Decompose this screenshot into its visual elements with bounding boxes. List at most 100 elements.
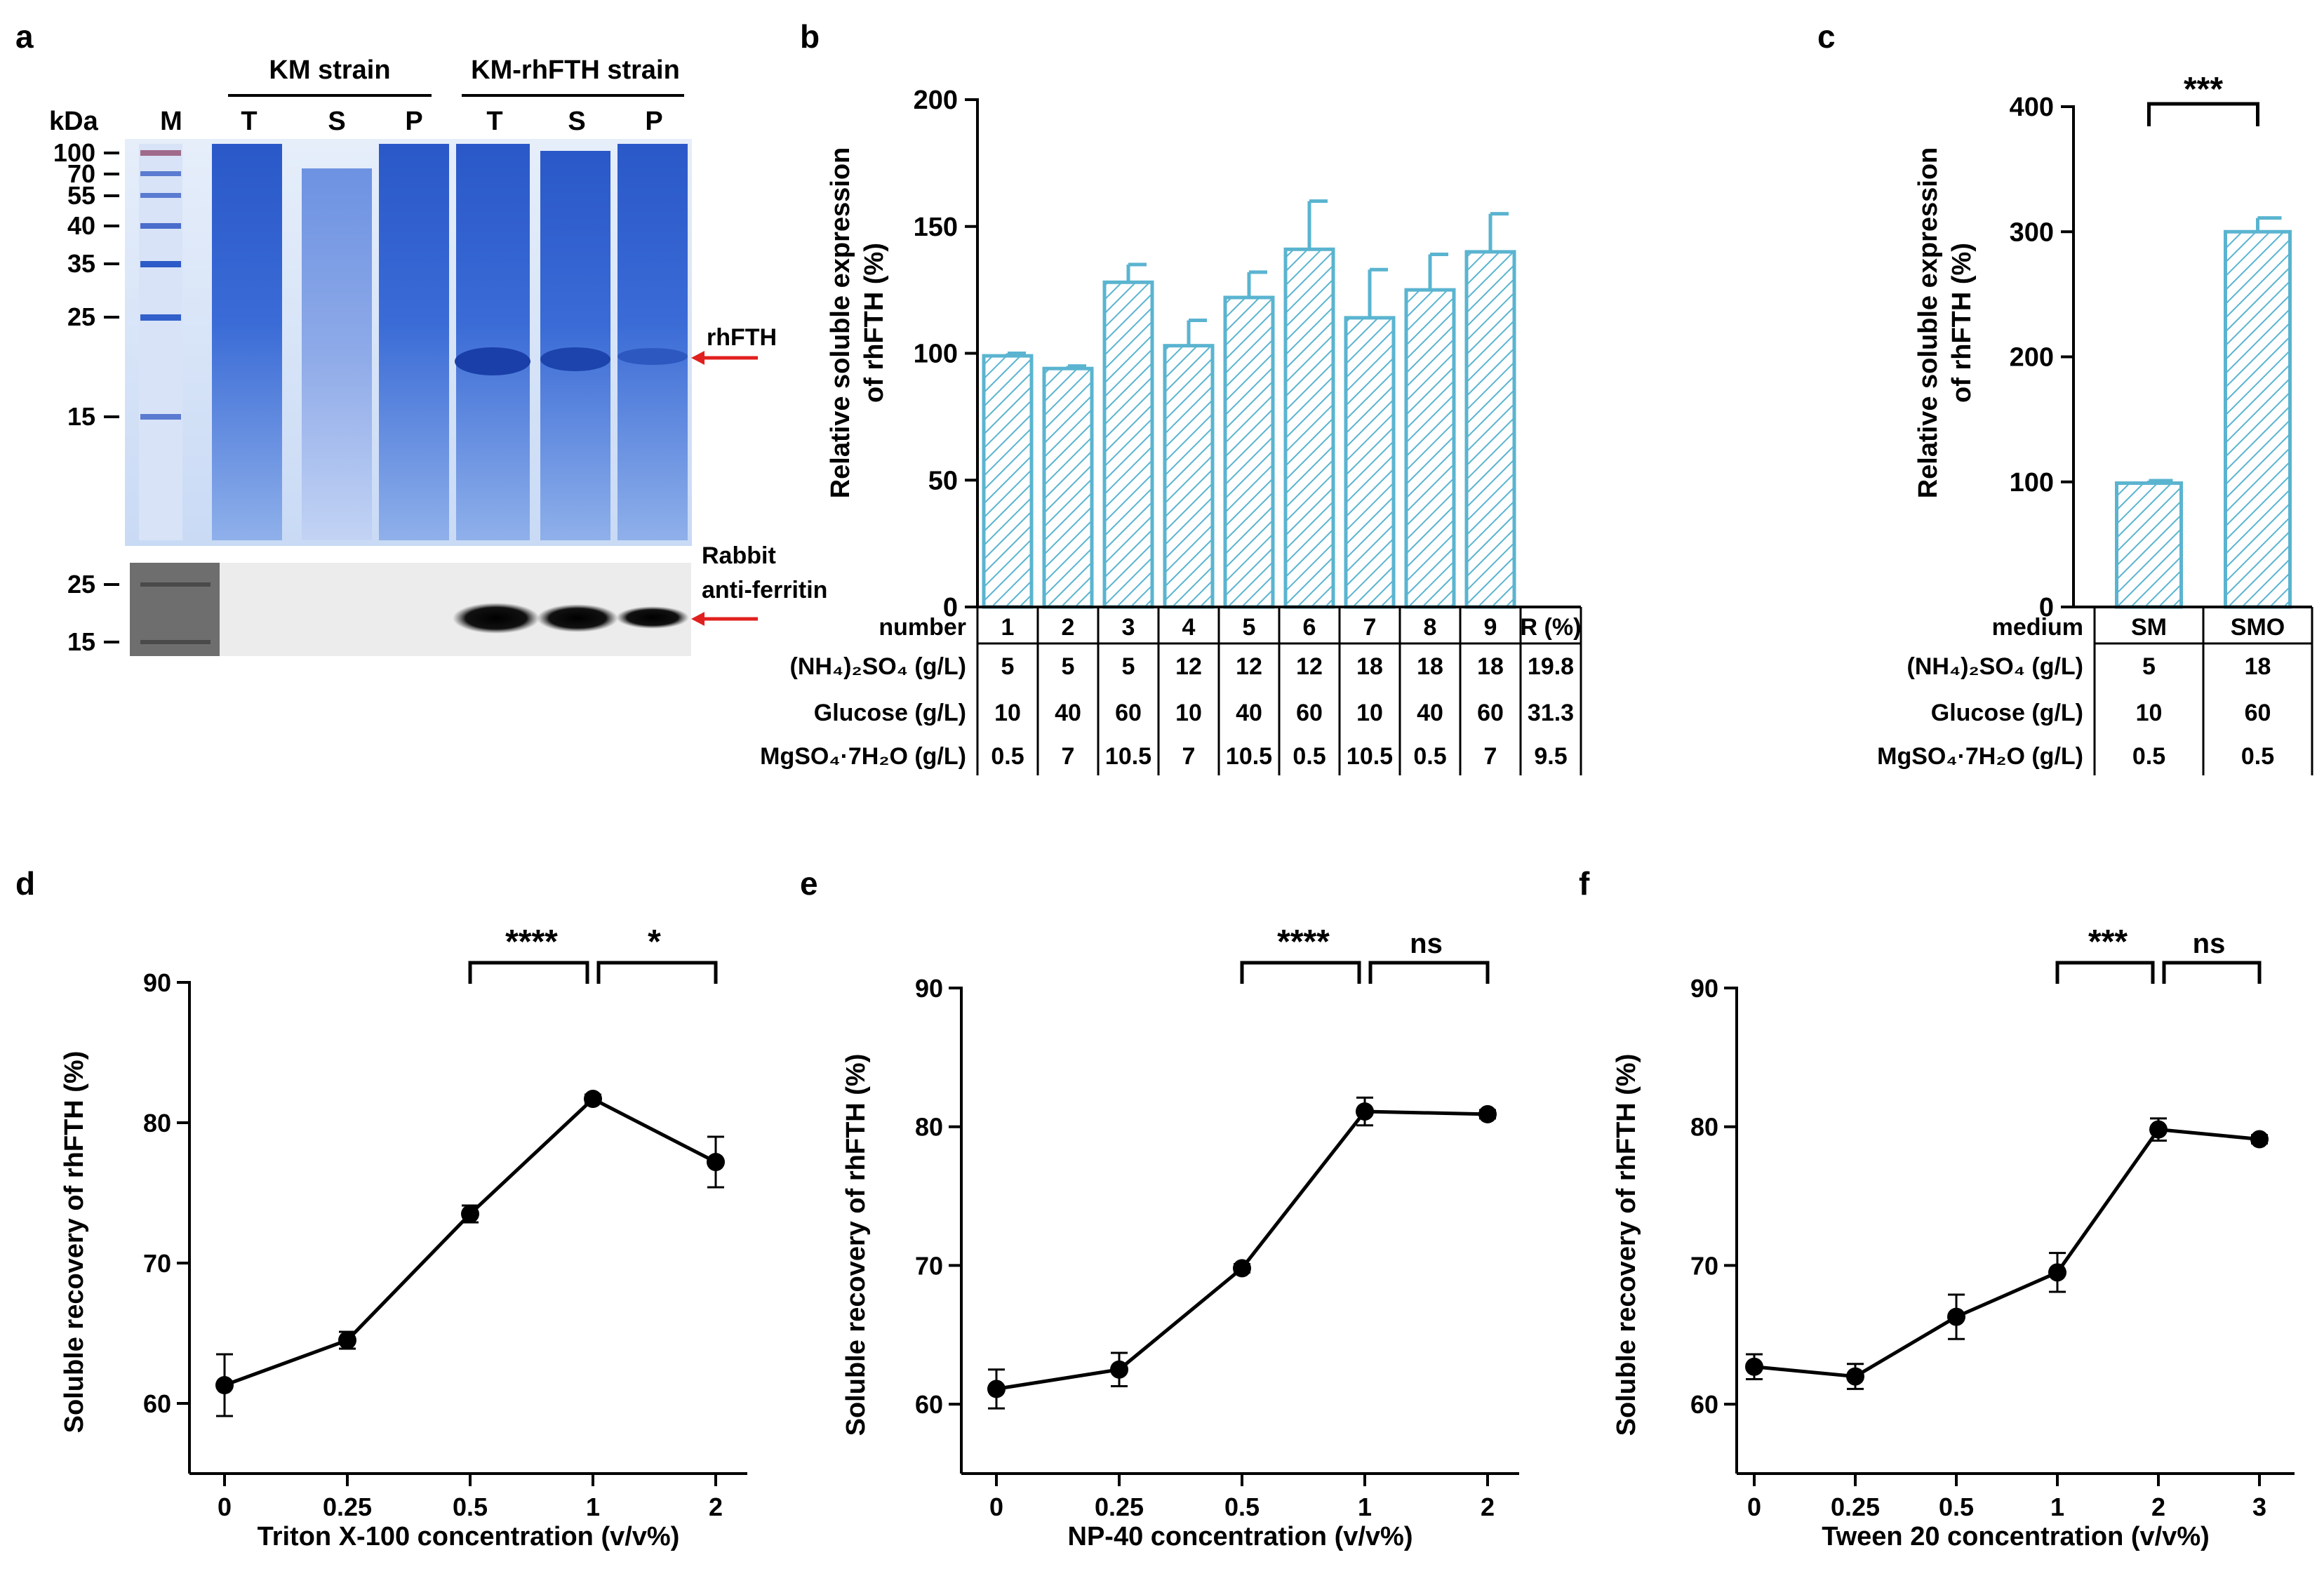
- bar-3: [1102, 280, 1154, 609]
- table-column-header: R (%): [1521, 614, 1582, 641]
- significance-bracket: [1368, 961, 1490, 984]
- table-column-header: SMO: [2231, 614, 2285, 641]
- rhfth-arrow-label: rhFTH: [707, 324, 777, 351]
- significance-bracket: [2147, 102, 2259, 126]
- gel-marker-label: 40: [67, 211, 95, 240]
- lane-label: T: [486, 107, 502, 136]
- data-point-0.25: [1110, 1360, 1128, 1379]
- panel-b-bars: [982, 199, 1516, 609]
- table-cell: 10.5: [1105, 743, 1151, 770]
- table-cell: 7: [1484, 743, 1497, 770]
- km-strain-label: KM strain: [269, 55, 390, 85]
- panel-d: d Soluble recovery of rhFTH (%) Triton X-1…: [15, 865, 747, 1551]
- x-tick-label: 0.5: [1224, 1493, 1260, 1521]
- table-cell: 0.5: [2132, 743, 2165, 770]
- y-tick-label: 60: [915, 1390, 943, 1419]
- table-cell: 18: [2245, 653, 2271, 680]
- gel-marker-label: 55: [67, 181, 95, 210]
- table-cell: 10.5: [1347, 743, 1393, 770]
- bar-SMO: [2224, 229, 2292, 609]
- panel-b: b Relative soluble expression of rhFTH (…: [760, 18, 1582, 775]
- bar-6: [1283, 247, 1335, 609]
- bar-9: [1464, 250, 1516, 609]
- lane-label: M: [160, 107, 182, 136]
- table-cell: 10.5: [1226, 743, 1272, 770]
- x-axis-label: Triton X-100 concentration (v/v%): [258, 1522, 680, 1551]
- x-tick-label: 0.5: [453, 1493, 488, 1521]
- table-cell: 31.3: [1528, 700, 1574, 726]
- y-axis-label: Soluble recovery of rhFTH (%): [1612, 1054, 1641, 1436]
- table-column-header: 5: [1243, 614, 1256, 641]
- rhfth-band-soluble: [540, 347, 610, 371]
- table-column-header: 9: [1484, 614, 1497, 641]
- blot-band-pellet: [616, 606, 689, 629]
- table-cell: 5: [1122, 653, 1135, 680]
- x-tick-label: 0: [1747, 1493, 1761, 1521]
- data-point-2: [707, 1153, 725, 1171]
- panel-e: e Soluble recovery of rhFTH (%) NP-40 conc…: [800, 865, 1519, 1551]
- table-row-label: Glucose (g/L): [814, 700, 966, 726]
- significance-bracket: [2162, 961, 2262, 984]
- x-axis-label: NP-40 concentration (v/v%): [1068, 1522, 1413, 1551]
- table-column-header: 6: [1303, 614, 1316, 641]
- y-tick-label: 90: [915, 974, 943, 1003]
- y-tick-label: 300: [2010, 218, 2054, 247]
- significance-bracket: [596, 961, 718, 984]
- table-column-header: 8: [1424, 614, 1437, 641]
- rhfth-band-total: [455, 347, 530, 375]
- y-tick-label: 150: [914, 213, 958, 242]
- blot-band-total: [453, 603, 540, 634]
- x-tick-label: 1: [1358, 1493, 1372, 1521]
- data-point-0.5: [1233, 1259, 1251, 1278]
- bar-2: [1042, 366, 1094, 609]
- lane-rhfth-total: [456, 144, 530, 540]
- data-point-1: [1356, 1102, 1374, 1121]
- significance-label: ns: [1410, 928, 1443, 959]
- x-tick-label: 0.25: [1095, 1493, 1144, 1521]
- panel-letter: d: [15, 865, 35, 902]
- table-cell: 60: [2245, 700, 2271, 726]
- y-tick-label: 0: [2039, 593, 2054, 622]
- panel-c-table: medium SM SMO (NH₄)₂SO₄ (g/L) 5 18 Glucose (g/…: [1877, 606, 2313, 775]
- x-tick-label: 2: [2151, 1493, 2165, 1521]
- x-tick-label: 0: [989, 1493, 1003, 1521]
- kda-label: kDa: [49, 107, 99, 136]
- y-tick-label: 100: [914, 340, 958, 369]
- significance-label: ***: [2088, 923, 2128, 961]
- x-tick-label: 0.25: [1831, 1493, 1880, 1521]
- lane-km-soluble: [302, 168, 372, 540]
- y-axis-label: Soluble recovery of rhFTH (%): [60, 1051, 89, 1434]
- panel-b-table: number 1 2 3 4 5 6 7 8 9 R (%)(NH₄)₂SO₄ (g/L) 5 5 5 12…: [760, 606, 1582, 775]
- significance-label: ****: [1277, 923, 1330, 961]
- blot-marker-label: 15: [67, 627, 95, 656]
- panel-c: c Relative soluble expression of rhFTH (…: [1817, 18, 2313, 775]
- table-row-label: (NH₄)₂SO₄ (g/L): [1907, 653, 2083, 680]
- table-cell: 40: [1055, 700, 1081, 726]
- x-tick-label: 3: [2252, 1493, 2266, 1521]
- data-point-0: [1745, 1357, 1763, 1376]
- table-cell: 5: [2142, 653, 2156, 680]
- table-cell: 60: [1115, 700, 1142, 726]
- table-column-header: 3: [1122, 614, 1135, 641]
- panel-a-letter: a: [15, 18, 34, 55]
- table-cell: 0.5: [1293, 743, 1325, 770]
- data-point-0: [215, 1376, 234, 1394]
- table-cell: 5: [1001, 653, 1015, 680]
- y-tick-label: 70: [1690, 1251, 1718, 1280]
- panel-letter: f: [1579, 865, 1590, 902]
- km-rhfth-strain-label: KM-rhFTH strain: [471, 55, 680, 85]
- x-tick-label: 1: [2050, 1493, 2064, 1521]
- rhfth-band-pellet: [617, 348, 688, 365]
- gel-marker-label: 15: [67, 402, 95, 431]
- panel-b-ylabel-2: of rhFTH (%): [860, 243, 889, 403]
- table-cell: 40: [1417, 700, 1443, 726]
- table-cell: 10: [1175, 700, 1202, 726]
- data-point-0.5: [461, 1205, 479, 1223]
- table-cell: 0.5: [1413, 743, 1446, 770]
- y-tick-label: 60: [143, 1389, 171, 1418]
- table-cell: 7: [1062, 743, 1075, 770]
- blot-marker-label: 25: [67, 570, 95, 599]
- table-column-header: 1: [1001, 614, 1015, 641]
- table-column-header: SM: [2131, 614, 2167, 641]
